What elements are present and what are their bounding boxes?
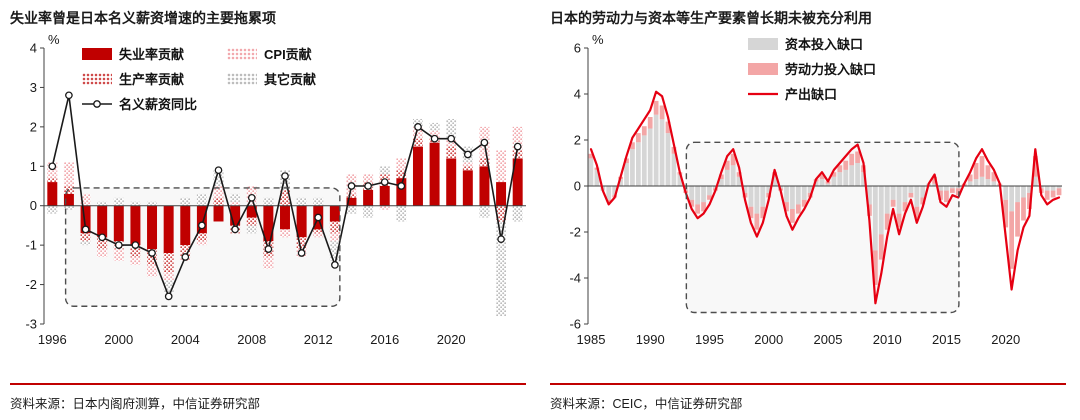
svg-text:1: 1 — [30, 159, 37, 174]
legend-item: 资本投入缺口 — [748, 34, 876, 53]
svg-text:2004: 2004 — [171, 332, 200, 347]
svg-text:-3: -3 — [25, 317, 37, 332]
svg-text:-4: -4 — [569, 271, 581, 286]
svg-text:1995: 1995 — [695, 332, 724, 347]
legend-item: 名义薪资同比 — [82, 94, 197, 113]
source-note-left: 资料来源：日本内阁府测算，中信证券研究部 — [10, 397, 261, 411]
chart-title-right: 日本的劳动力与资本等生产要素曾长期未被充分利用 — [550, 10, 872, 26]
legend-label: 劳动力投入缺口 — [785, 62, 877, 77]
source-note-right: 资料来源：CEIC，中信证券研究部 — [550, 397, 743, 411]
stipple-pink-swatch — [227, 47, 258, 60]
svg-text:2000: 2000 — [104, 332, 133, 347]
line-red-swatch — [748, 92, 778, 95]
svg-text:2008: 2008 — [237, 332, 266, 347]
wage-decomposition-chart: 4 3 2 1 0 -1 -2 -3% 1996 2000 2004 2008 2012 2016 2020… — [10, 32, 526, 350]
wage-contribution-chart-svg: 4 3 2 1 0 -1 -2 -3% 1996 2000 2004 2008 2012 2016 2020 — [25, 32, 526, 347]
svg-text:2012: 2012 — [304, 332, 333, 347]
legend-item: 其它贡献 — [227, 69, 316, 88]
svg-text:2: 2 — [30, 119, 37, 134]
output-gap-chart: 6 4 2 0 -2 -4 -6% 1985 1990 1995 2000 2005 2010 2015 2… — [550, 32, 1066, 350]
svg-text:1990: 1990 — [636, 332, 665, 347]
svg-text:3: 3 — [30, 80, 37, 95]
legend-item: CPI贡献 — [227, 44, 316, 63]
svg-text:-1: -1 — [25, 238, 37, 253]
legend-item: 劳动力投入缺口 — [748, 59, 876, 78]
svg-text:2020: 2020 — [991, 332, 1020, 347]
output-gap-chart-svg: 6 4 2 0 -2 -4 -6% 1985 1990 1995 2000 2005 2010 2015 2… — [569, 32, 1062, 347]
svg-text:2010: 2010 — [873, 332, 902, 347]
solid-pink-swatch — [748, 62, 778, 75]
panel-wage-decomposition: 失业率曾是日本名义薪资增速的主要拖累项 4 3 2 1 0 -1 -2 -3% 1996 2000… — [10, 10, 526, 411]
svg-text:2005: 2005 — [814, 332, 843, 347]
svg-text:6: 6 — [574, 41, 581, 56]
legend-item: 失业率贡献 — [82, 44, 197, 63]
svg-text:%: % — [48, 32, 60, 47]
svg-text:-2: -2 — [569, 225, 581, 240]
legend-item: 生产率贡献 — [82, 69, 197, 88]
legend-left: 失业率贡献 CPI贡献生产率贡献 其它贡献名义薪资同比 — [82, 44, 316, 113]
legend-label: CPI贡献 — [264, 47, 312, 62]
legend-label: 失业率贡献 — [119, 47, 185, 62]
svg-text:2015: 2015 — [932, 332, 961, 347]
svg-text:-2: -2 — [25, 277, 37, 292]
legend-right: 资本投入缺口 劳动力投入缺口 产出缺口 — [748, 34, 876, 103]
svg-text:2020: 2020 — [437, 332, 466, 347]
svg-text:2: 2 — [574, 133, 581, 148]
source-divider-left — [10, 383, 526, 385]
line-black-circle-swatch — [82, 99, 112, 108]
svg-text:1996: 1996 — [38, 332, 67, 347]
svg-text:2016: 2016 — [370, 332, 399, 347]
solid-red-swatch — [82, 47, 112, 60]
stipple-red-swatch — [82, 72, 112, 85]
legend-label: 生产率贡献 — [119, 72, 185, 87]
legend-label: 名义薪资同比 — [119, 97, 198, 112]
svg-text:0: 0 — [574, 179, 581, 194]
legend-label: 产出缺口 — [785, 87, 838, 102]
solid-gray-swatch — [748, 37, 778, 50]
svg-text:2000: 2000 — [754, 332, 783, 347]
stipple-gray-swatch — [227, 72, 258, 85]
svg-text:%: % — [592, 32, 604, 47]
svg-text:4: 4 — [574, 87, 581, 102]
legend-label: 资本投入缺口 — [785, 37, 864, 52]
chart-title-left: 失业率曾是日本名义薪资增速的主要拖累项 — [10, 10, 276, 26]
panel-output-gap: 日本的劳动力与资本等生产要素曾长期未被充分利用 6 4 2 0 -2 -4 -6% 1985 1… — [540, 0, 1080, 420]
svg-text:0: 0 — [30, 198, 37, 213]
svg-text:4: 4 — [30, 41, 37, 56]
legend-item: 产出缺口 — [748, 84, 876, 103]
source-divider-right — [550, 383, 1066, 385]
svg-text:-6: -6 — [569, 317, 581, 332]
legend-label: 其它贡献 — [264, 72, 317, 87]
svg-text:1985: 1985 — [577, 332, 606, 347]
